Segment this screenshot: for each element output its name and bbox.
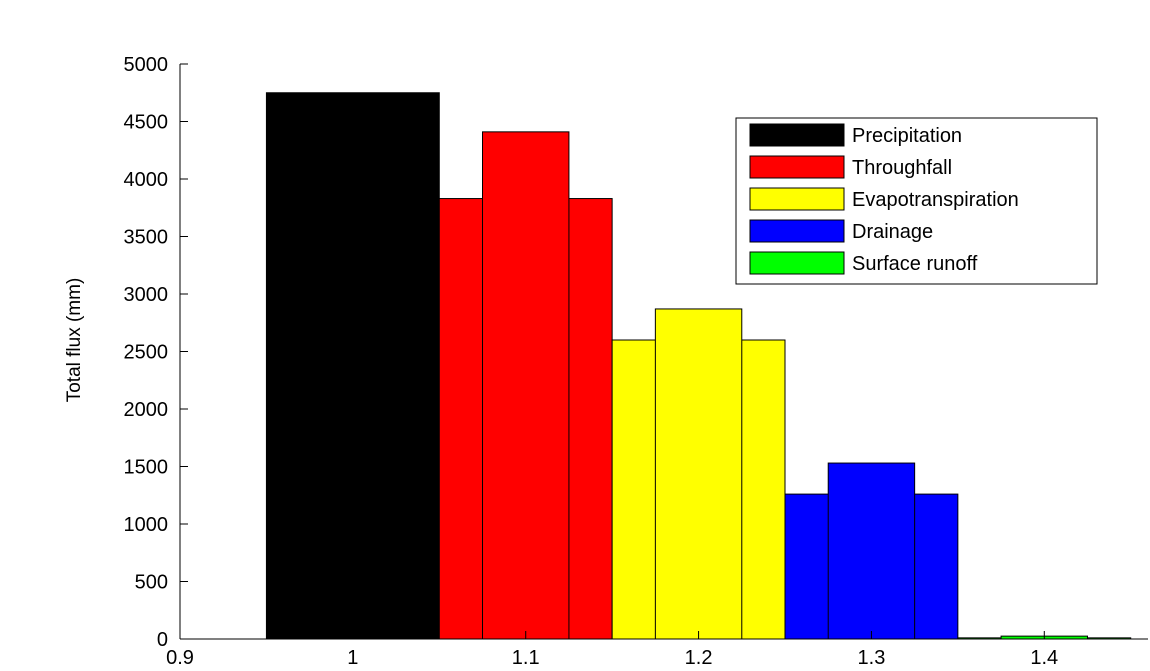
y-tick-label-8: 4000: [124, 169, 169, 191]
legend-swatch-surface-runoff: [749, 251, 845, 275]
bar-throughfall-1: [482, 131, 570, 640]
y-tick-label-2: 1000: [124, 514, 169, 536]
legend-swatch-precipitation: [749, 123, 845, 147]
y-tick-label-1: 500: [135, 572, 168, 594]
axes-group: 0 500 1000 1500 2000 2500 3000 3500 4000 4500 5000…: [124, 54, 1148, 669]
y-tick-label-7: 3500: [124, 227, 169, 249]
bars-group: [265, 92, 1132, 640]
legend-swatch-throughfall: [749, 155, 845, 179]
legend-swatch-evapotranspiration: [749, 187, 845, 211]
bar-precipitation-0: [265, 92, 440, 640]
y-tick-label-10: 5000: [124, 54, 169, 76]
legend-swatch-drainage: [749, 219, 845, 243]
y-tick-label-5: 2500: [124, 342, 169, 364]
legend: Precipitation Throughfall Evapotranspirati…: [735, 117, 1098, 285]
y-tick-label-4: 2000: [124, 399, 169, 421]
legend-label-precipitation: Precipitation: [852, 125, 962, 147]
legend-label-throughfall: Throughfall: [852, 157, 952, 179]
x-tick-label-5: 1.4: [1030, 647, 1058, 666]
legend-label-drainage: Drainage: [852, 221, 933, 243]
x-tick-label-3: 1.2: [685, 647, 713, 666]
x-tick-label-0: 0.9: [166, 647, 194, 666]
y-axis-title: Total flux (mm): [64, 278, 85, 403]
y-tick-label-6: 3000: [124, 284, 169, 306]
y-tick-label-0: 0: [157, 629, 168, 651]
x-tick-label-2: 1.1: [512, 647, 540, 666]
bar-drainage-1: [827, 462, 916, 640]
y-tick-label-3: 1500: [124, 457, 169, 479]
x-tick-label-1: 1: [347, 647, 358, 666]
legend-label-surface-runoff: Surface runoff: [852, 253, 978, 275]
y-tick-label-9: 4500: [124, 112, 169, 134]
legend-label-evapotranspiration: Evapotranspiration: [852, 189, 1019, 211]
x-tick-label-4: 1.3: [858, 647, 886, 666]
bar-evapotranspiration-1: [654, 308, 743, 640]
